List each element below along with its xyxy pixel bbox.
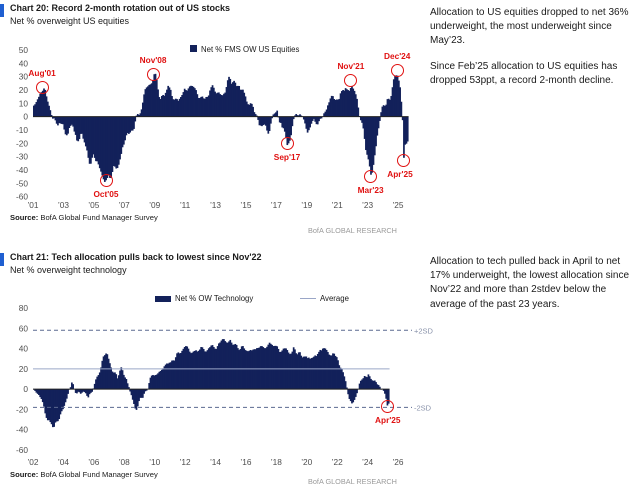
svg-text:’04: ’04 (58, 457, 69, 467)
svg-text:’23: ’23 (362, 200, 373, 210)
svg-text:’10: ’10 (149, 457, 160, 467)
svg-text:-20: -20 (16, 404, 28, 414)
svg-text:’19: ’19 (301, 200, 312, 210)
svg-text:’18: ’18 (271, 457, 282, 467)
svg-text:-40: -40 (16, 165, 28, 175)
svg-text:’12: ’12 (180, 457, 191, 467)
svg-text:’26: ’26 (392, 457, 403, 467)
svg-text:’06: ’06 (88, 457, 99, 467)
svg-text:20: 20 (19, 85, 29, 95)
svg-text:’05: ’05 (88, 200, 99, 210)
svg-text:’13: ’13 (210, 200, 221, 210)
svg-text:’07: ’07 (119, 200, 130, 210)
svg-text:-10: -10 (16, 125, 28, 135)
svg-text:20: 20 (19, 364, 29, 374)
svg-text:’08: ’08 (119, 457, 130, 467)
svg-text:80: 80 (19, 303, 29, 313)
svg-text:-60: -60 (16, 445, 28, 455)
svg-text:10: 10 (19, 98, 29, 108)
svg-text:’02: ’02 (27, 457, 38, 467)
svg-text:-2SD: -2SD (414, 403, 432, 412)
svg-text:’01: ’01 (27, 200, 38, 210)
svg-text:’14: ’14 (210, 457, 221, 467)
svg-text:60: 60 (19, 323, 29, 333)
svg-text:-20: -20 (16, 138, 28, 148)
svg-text:’21: ’21 (332, 200, 343, 210)
svg-text:50: 50 (19, 45, 29, 55)
svg-text:’17: ’17 (271, 200, 282, 210)
svg-text:’20: ’20 (301, 457, 312, 467)
svg-text:-40: -40 (16, 425, 28, 435)
svg-text:0: 0 (23, 384, 28, 394)
svg-text:40: 40 (19, 344, 29, 354)
svg-text:0: 0 (23, 112, 28, 122)
svg-text:’11: ’11 (180, 200, 191, 210)
svg-text:’24: ’24 (362, 457, 373, 467)
svg-text:’03: ’03 (58, 200, 69, 210)
svg-text:’22: ’22 (332, 457, 343, 467)
svg-text:-30: -30 (16, 152, 28, 162)
svg-text:+2SD: +2SD (414, 326, 434, 335)
svg-text:’25: ’25 (392, 200, 403, 210)
svg-text:’09: ’09 (149, 200, 160, 210)
svg-text:-50: -50 (16, 178, 28, 188)
svg-text:’16: ’16 (240, 457, 251, 467)
svg-text:’15: ’15 (240, 200, 251, 210)
